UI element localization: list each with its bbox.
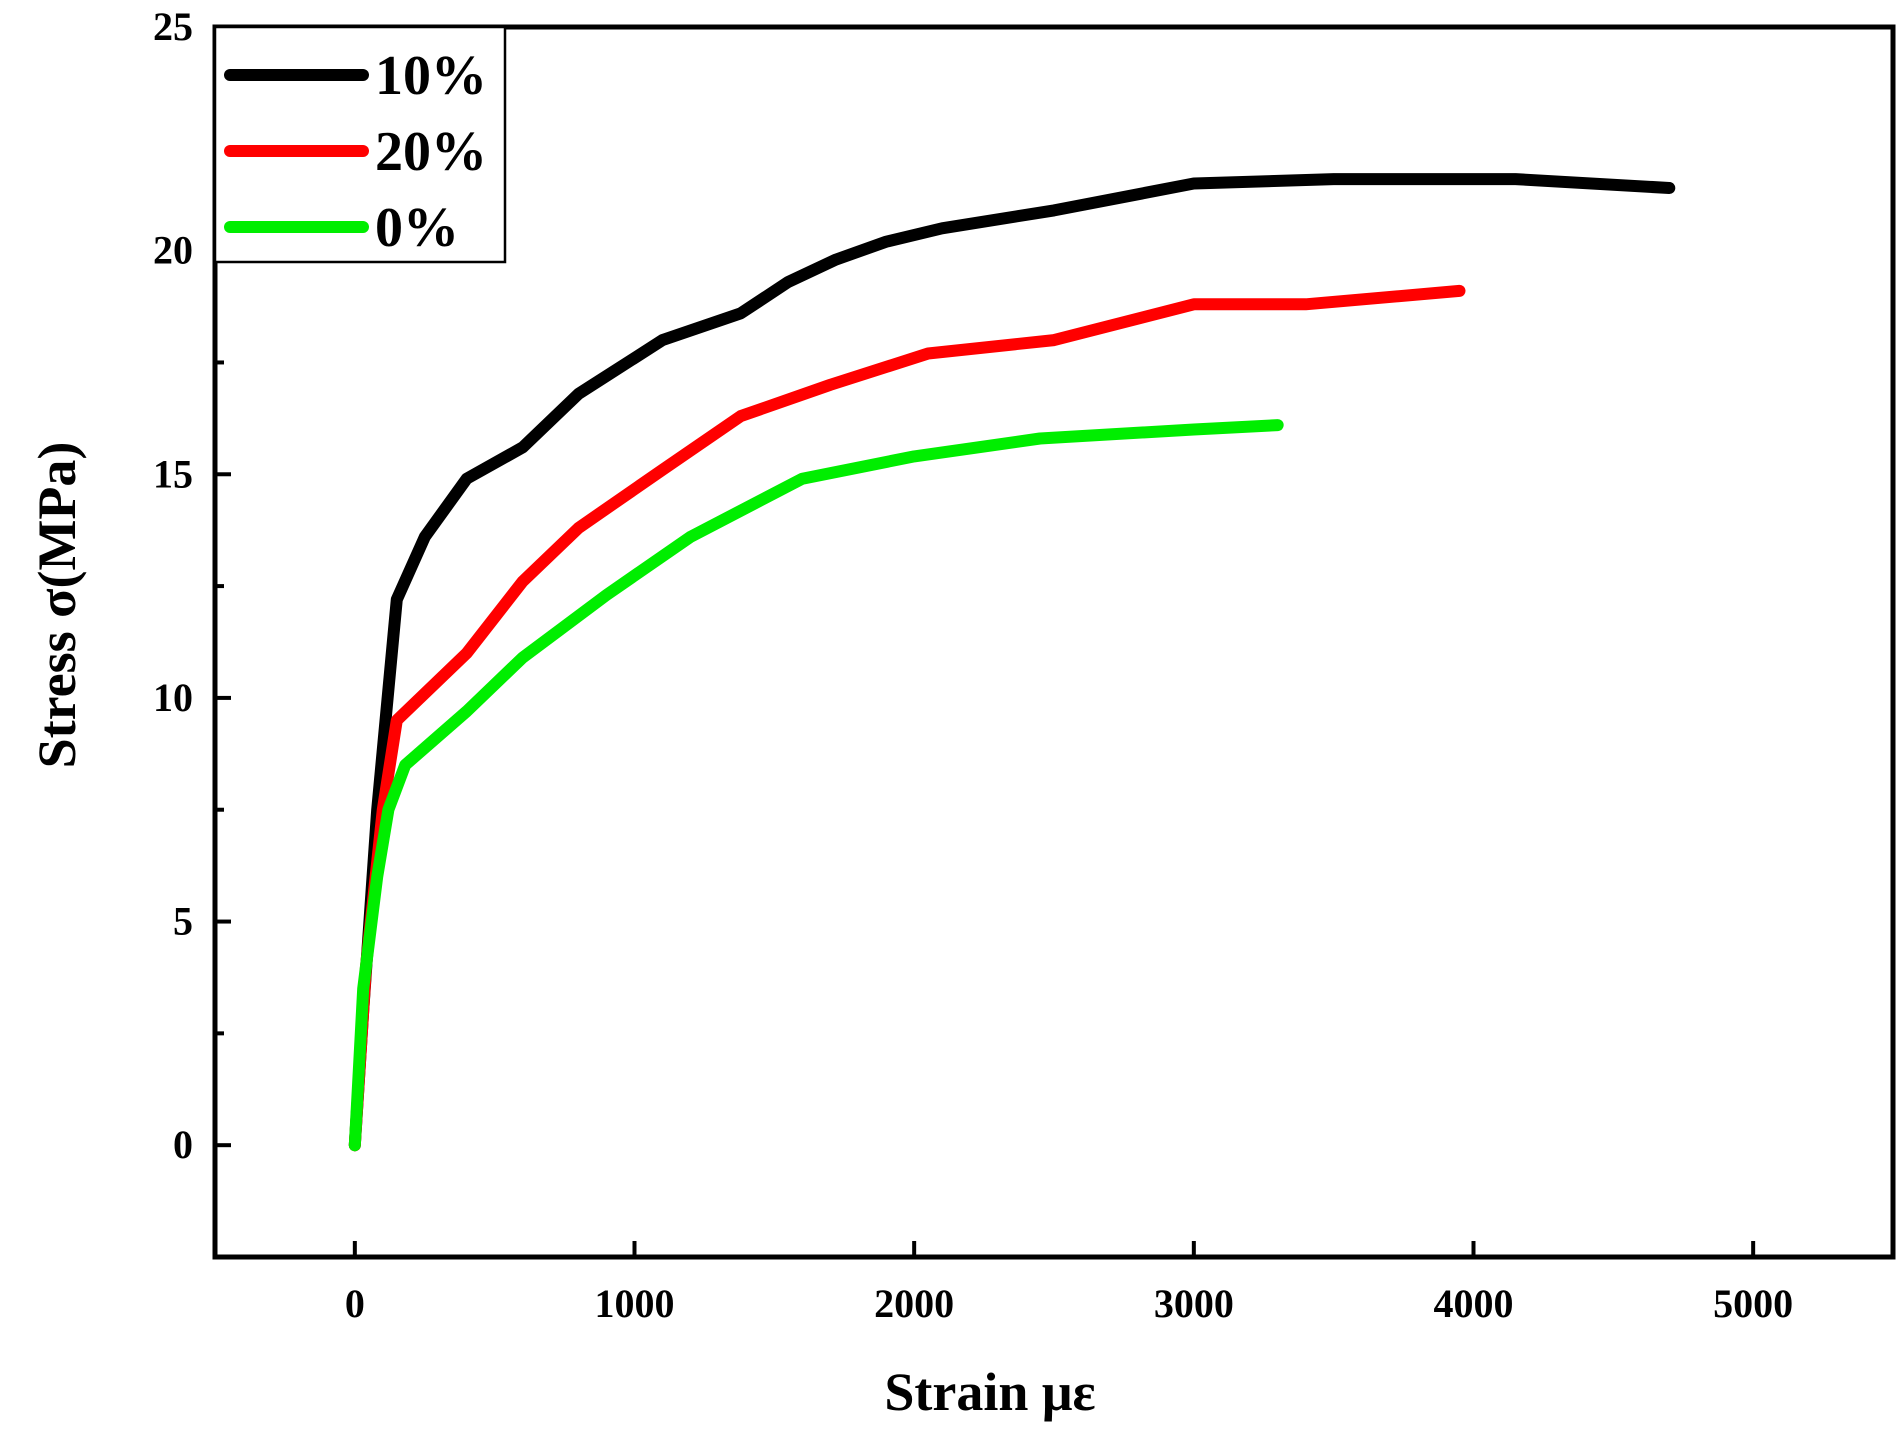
x-tick-label: 2000: [874, 1281, 954, 1326]
x-axis-tick-labels: 0 1000 2000 3000 4000 5000: [345, 1281, 1793, 1326]
y-tick-label: 5: [173, 899, 193, 944]
x-tick-label: 0: [345, 1281, 365, 1326]
x-tick-label: 1000: [595, 1281, 675, 1326]
legend-label-0pct: 0%: [375, 197, 459, 259]
series-line-20pct: [348, 284, 1466, 1152]
series-line-10pct: [348, 173, 1676, 1152]
y-tick-label: 20: [153, 228, 193, 273]
x-tick-label: 5000: [1713, 1281, 1793, 1326]
y-axis-title: Stress σ(MPa): [27, 442, 87, 769]
y-axis-tick-labels: 0 5 10 15 20 25: [153, 4, 193, 1167]
x-axis-ticks: [352, 1241, 1756, 1257]
legend-label-20pct: 20%: [375, 121, 487, 183]
x-axis-title: Strain με: [884, 1362, 1095, 1422]
x-tick-label: 3000: [1154, 1281, 1234, 1326]
series-line-0pct: [348, 419, 1284, 1152]
y-tick-label: 15: [153, 451, 193, 496]
x-tick-label: 4000: [1434, 1281, 1514, 1326]
plot-frame: [212, 24, 1896, 1260]
series-lines: [348, 173, 1676, 1152]
legend-label-10pct: 10%: [375, 45, 487, 107]
y-tick-label: 10: [153, 675, 193, 720]
y-tick-label: 0: [173, 1122, 193, 1167]
y-tick-label: 25: [153, 4, 193, 49]
legend: 10% 20% 0%: [213, 25, 507, 264]
